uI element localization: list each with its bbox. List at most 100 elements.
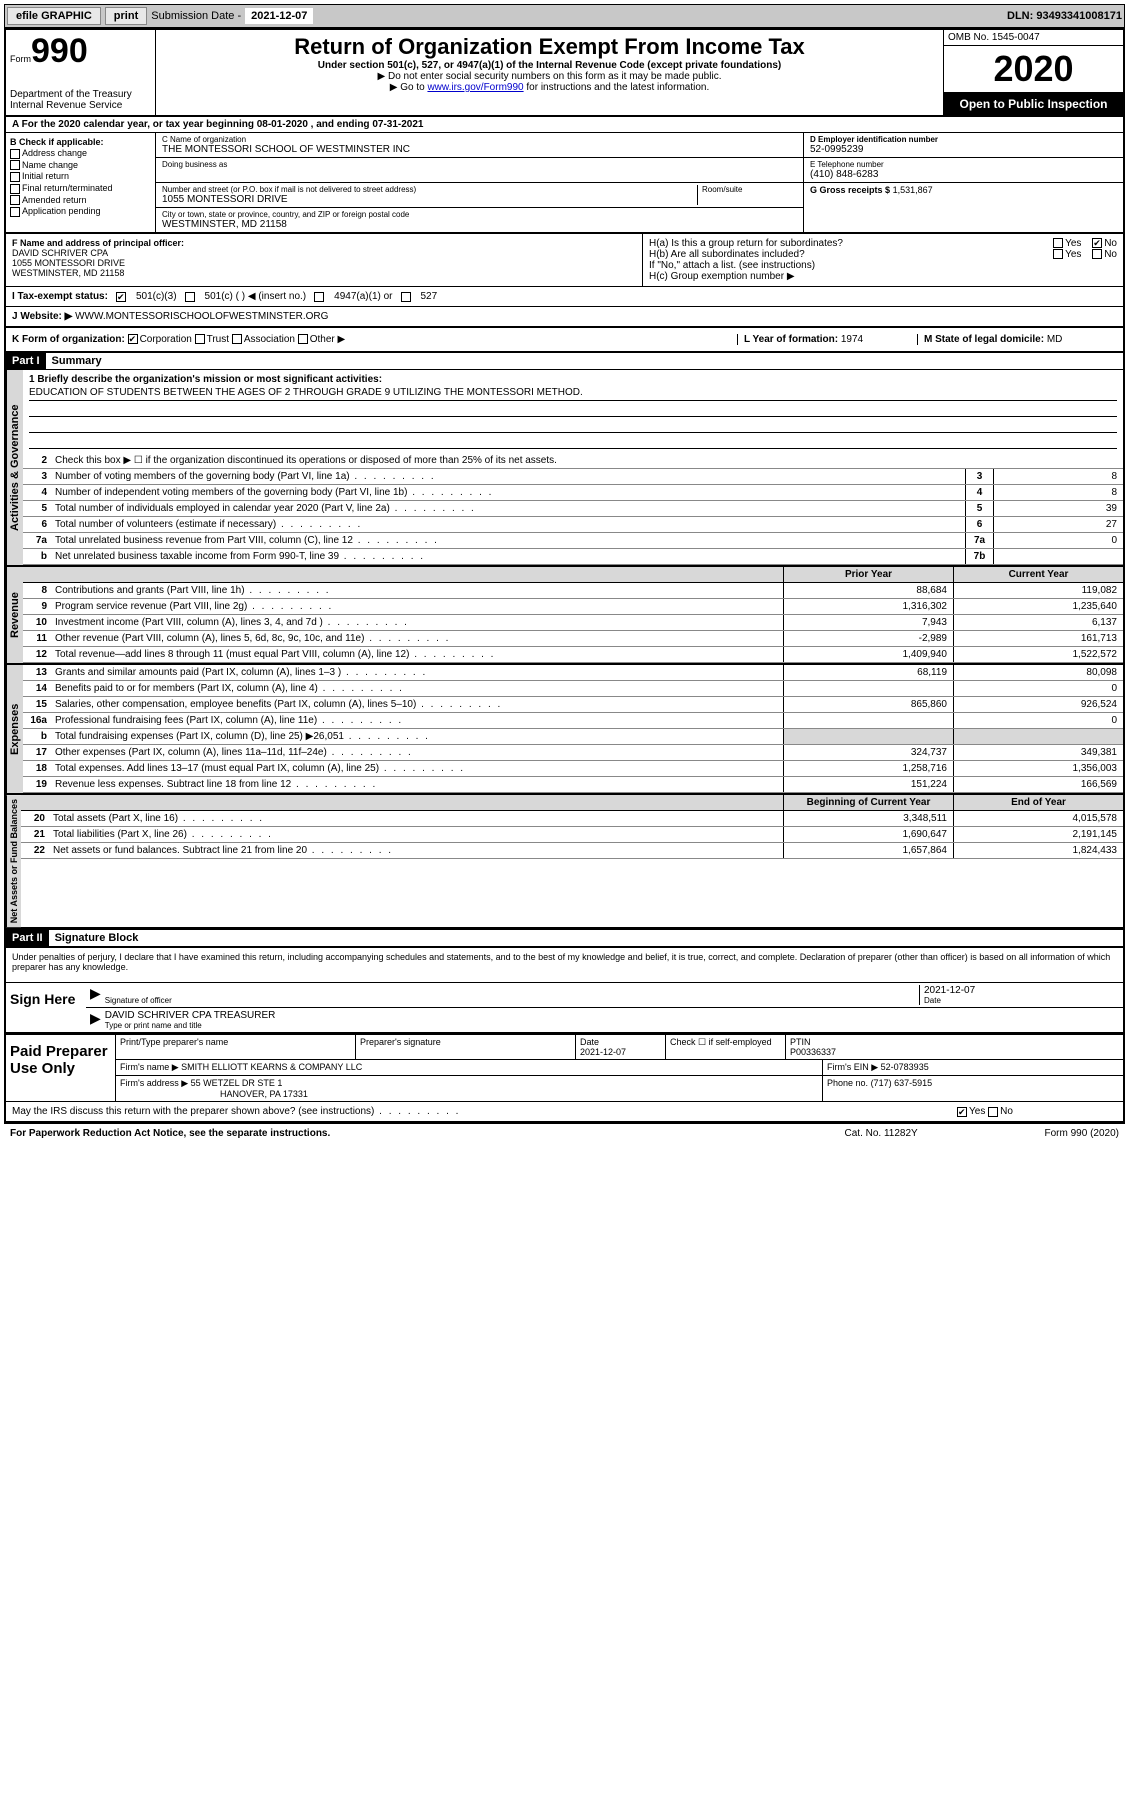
org-name: THE MONTESSORI SCHOOL OF WESTMINSTER INC [162, 144, 797, 155]
mission-text: EDUCATION OF STUDENTS BETWEEN THE AGES O… [29, 387, 1117, 401]
line1-label: 1 Briefly describe the organization's mi… [29, 374, 1117, 385]
hb-label: H(b) Are all subordinates included? [649, 249, 805, 260]
expense-line: 17Other expenses (Part IX, column (A), l… [23, 745, 1123, 761]
expense-line: 14Benefits paid to or for members (Part … [23, 681, 1123, 697]
part2-header: Part II [6, 930, 49, 946]
top-toolbar: efile GRAPHIC print Submission Date - 20… [4, 4, 1125, 28]
expenses-tab: Expenses [6, 665, 23, 793]
firm-ein: 52-0783935 [881, 1062, 929, 1072]
submission-date: 2021-12-07 [245, 8, 313, 24]
checkbox-icon[interactable] [298, 334, 308, 344]
checkbox-icon[interactable] [10, 160, 20, 170]
checkbox-icon[interactable] [314, 292, 324, 302]
balance-line: 21Total liabilities (Part X, line 26)1,6… [21, 827, 1123, 843]
ein-value: 52-0995239 [810, 144, 1117, 155]
expense-line: bTotal fundraising expenses (Part IX, co… [23, 729, 1123, 745]
form-number: 990 [31, 32, 88, 70]
department-label: Department of the Treasury Internal Reve… [10, 89, 151, 111]
gross-receipts-value: 1,531,867 [893, 185, 933, 195]
end-year-header: End of Year [953, 795, 1123, 810]
expense-line: 15Salaries, other compensation, employee… [23, 697, 1123, 713]
current-year-header: Current Year [953, 567, 1123, 582]
form-footer: Form 990 (2020) [1045, 1128, 1119, 1139]
firm-addr1: 55 WETZEL DR STE 1 [191, 1078, 283, 1088]
gross-receipts-label: G Gross receipts $ [810, 185, 890, 195]
phone-value: (410) 848-6283 [810, 169, 1117, 180]
officer-label: F Name and address of principal officer: [12, 238, 636, 248]
firm-phone: (717) 637-5915 [871, 1078, 933, 1088]
checkbox-icon[interactable] [1053, 249, 1063, 259]
irs-link[interactable]: www.irs.gov/Form990 [427, 82, 523, 93]
officer-name: DAVID SCHRIVER CPA [12, 248, 636, 258]
ein-label: D Employer identification number [810, 135, 1117, 144]
arrow-icon: ▶ [90, 1010, 101, 1030]
revenue-line: 11Other revenue (Part VIII, column (A), … [23, 631, 1123, 647]
firm-name: SMITH ELLIOTT KEARNS & COMPANY LLC [181, 1062, 362, 1072]
goto-post: for instructions and the latest informat… [524, 82, 710, 93]
officer-addr1: 1055 MONTESSORI DRIVE [12, 258, 636, 268]
firm-addr2: HANOVER, PA 17331 [220, 1089, 308, 1099]
governance-tab: Activities & Governance [6, 370, 23, 565]
paperwork-notice: For Paperwork Reduction Act Notice, see … [10, 1128, 845, 1139]
part1-header: Part I [6, 353, 46, 369]
checkbox-icon[interactable] [10, 195, 20, 205]
dln-value: DLN: 93493341008171 [1007, 10, 1122, 22]
revenue-line: 10Investment income (Part VIII, column (… [23, 615, 1123, 631]
checkbox-icon[interactable] [10, 172, 20, 182]
addr-label: Number and street (or P.O. box if mail i… [162, 185, 697, 194]
checkbox-icon[interactable] [116, 292, 126, 302]
date-label: Date [924, 996, 1119, 1005]
tax-status-label: I Tax-exempt status: [12, 291, 108, 302]
form-org-label: K Form of organization: [12, 334, 125, 345]
hb-note: If "No," attach a list. (see instruction… [649, 260, 1117, 271]
omb-number: OMB No. 1545-0047 [944, 30, 1123, 46]
section-b-header: B Check if applicable: [10, 137, 151, 147]
form-prefix: Form [10, 54, 31, 64]
checkbox-icon[interactable] [988, 1107, 998, 1117]
governance-line: bNet unrelated business taxable income f… [23, 549, 1123, 565]
year-formation-value: 1974 [841, 334, 863, 345]
print-button[interactable]: print [105, 7, 147, 25]
checkbox-icon[interactable] [128, 334, 138, 344]
year-formation-label: L Year of formation: [744, 334, 838, 345]
checkbox-icon[interactable] [1053, 238, 1063, 248]
print-name-label: Type or print name and title [105, 1021, 1119, 1030]
room-label: Room/suite [702, 185, 797, 194]
prep-date: 2021-12-07 [580, 1047, 626, 1057]
checkbox-icon[interactable] [195, 334, 205, 344]
officer-print-name: DAVID SCHRIVER CPA TREASURER [105, 1010, 1119, 1021]
sign-date: 2021-12-07 [924, 985, 1119, 996]
checkbox-icon[interactable] [232, 334, 242, 344]
ssn-note: ▶ Do not enter social security numbers o… [164, 71, 935, 82]
website-value: WWW.MONTESSORISCHOOLOFWESTMINSTER.ORG [75, 311, 328, 322]
revenue-line: 12Total revenue—add lines 8 through 11 (… [23, 647, 1123, 663]
checkbox-icon[interactable] [1092, 249, 1102, 259]
org-name-label: C Name of organization [162, 135, 797, 144]
checkbox-icon[interactable] [401, 292, 411, 302]
governance-line: 3Number of voting members of the governi… [23, 469, 1123, 485]
governance-line: 7aTotal unrelated business revenue from … [23, 533, 1123, 549]
checkbox-icon[interactable] [1092, 238, 1102, 248]
dba-label: Doing business as [162, 160, 797, 169]
checkbox-icon[interactable] [185, 292, 195, 302]
ha-label: H(a) Is this a group return for subordin… [649, 238, 843, 249]
prep-name-label: Print/Type preparer's name [116, 1035, 356, 1059]
checkbox-icon[interactable] [10, 184, 20, 194]
checkbox-icon[interactable] [10, 149, 20, 159]
expense-line: 13Grants and similar amounts paid (Part … [23, 665, 1123, 681]
checkbox-icon[interactable] [957, 1107, 967, 1117]
balances-tab: Net Assets or Fund Balances [6, 795, 21, 927]
expense-line: 18Total expenses. Add lines 13–17 (must … [23, 761, 1123, 777]
form-subtitle: Under section 501(c), 527, or 4947(a)(1)… [164, 60, 935, 71]
city-label: City or town, state or province, country… [162, 210, 797, 219]
governance-line: 4Number of independent voting members of… [23, 485, 1123, 501]
checkbox-icon[interactable] [10, 207, 20, 217]
expense-line: 16aProfessional fundraising fees (Part I… [23, 713, 1123, 729]
part1-title: Summary [46, 353, 108, 369]
preparer-label: Paid Preparer Use Only [6, 1035, 116, 1101]
self-employed-label: Check ☐ if self-employed [666, 1035, 786, 1059]
goto-pre: ▶ Go to [390, 82, 428, 93]
submission-label: Submission Date - [151, 10, 241, 22]
prep-sig-label: Preparer's signature [356, 1035, 576, 1059]
discuss-text: May the IRS discuss this return with the… [12, 1106, 957, 1117]
